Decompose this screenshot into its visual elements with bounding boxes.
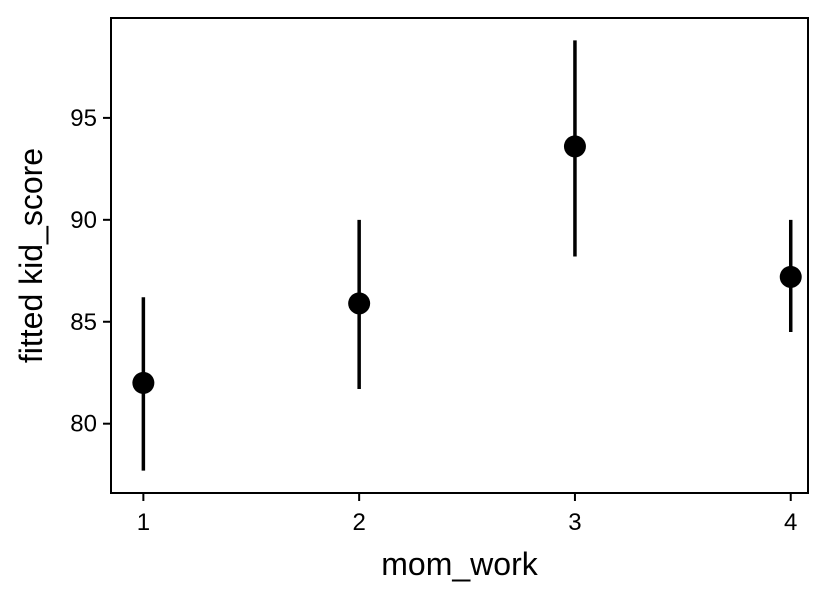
x-tick-label: 3 [568,509,581,536]
x-axis-ticks: 1 2 3 4 [137,493,797,536]
data-point [348,292,371,315]
x-tick-label: 2 [352,509,365,536]
marks-layer [132,40,802,471]
y-axis-ticks: 80 85 90 95 [70,105,111,438]
y-tick-label: 80 [70,411,97,438]
y-tick-label: 95 [70,105,97,132]
data-point [563,135,586,158]
x-tick-label: 4 [784,509,797,536]
y-tick-label: 90 [70,207,97,234]
x-axis-title: mom_work [381,546,538,582]
data-point [779,265,802,288]
y-axis-title: fitted kid_score [13,148,49,363]
y-tick-label: 85 [70,309,97,336]
x-tick-label: 1 [137,509,150,536]
data-point [132,371,155,394]
plot-frame [110,17,809,494]
